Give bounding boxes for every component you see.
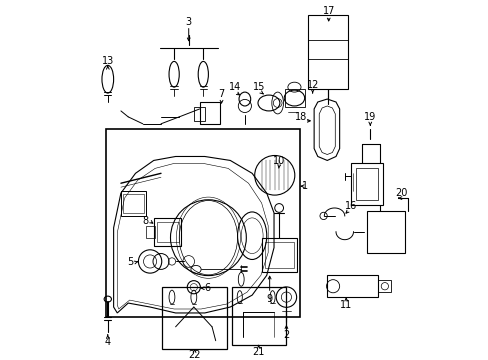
Text: 4: 4 — [104, 337, 111, 347]
Text: 1: 1 — [301, 181, 307, 191]
Text: 13: 13 — [102, 57, 114, 66]
Text: 2: 2 — [283, 330, 289, 340]
Bar — [123, 194, 144, 213]
Text: 14: 14 — [229, 82, 241, 92]
Text: 18: 18 — [294, 112, 306, 122]
Text: 5: 5 — [127, 257, 133, 267]
Bar — [350, 163, 383, 205]
Bar — [199, 102, 220, 124]
Bar — [261, 238, 296, 273]
Text: 6: 6 — [203, 283, 209, 293]
Bar — [232, 287, 285, 345]
Text: 11: 11 — [339, 300, 352, 310]
Bar — [153, 218, 181, 246]
Bar — [307, 15, 347, 89]
Bar — [121, 191, 146, 216]
Bar — [146, 226, 155, 238]
Bar — [162, 287, 226, 348]
Text: 17: 17 — [322, 6, 334, 16]
Bar — [378, 280, 390, 292]
Bar — [193, 107, 205, 121]
Bar — [356, 168, 378, 200]
Text: 16: 16 — [344, 201, 356, 211]
Bar — [326, 275, 378, 297]
Text: 19: 19 — [364, 112, 376, 122]
Bar — [156, 222, 178, 242]
Bar — [285, 89, 305, 107]
Text: 20: 20 — [395, 188, 407, 198]
Text: 8: 8 — [142, 216, 148, 226]
Bar — [106, 129, 299, 317]
Text: 21: 21 — [252, 347, 264, 357]
Bar — [366, 211, 405, 253]
Text: 22: 22 — [188, 350, 201, 360]
Text: 3: 3 — [185, 17, 191, 27]
Text: 10: 10 — [272, 157, 285, 166]
Text: 9: 9 — [266, 294, 272, 304]
Bar — [264, 242, 293, 269]
Text: 15: 15 — [252, 82, 264, 92]
Text: 12: 12 — [306, 80, 318, 90]
Text: 7: 7 — [218, 89, 224, 99]
